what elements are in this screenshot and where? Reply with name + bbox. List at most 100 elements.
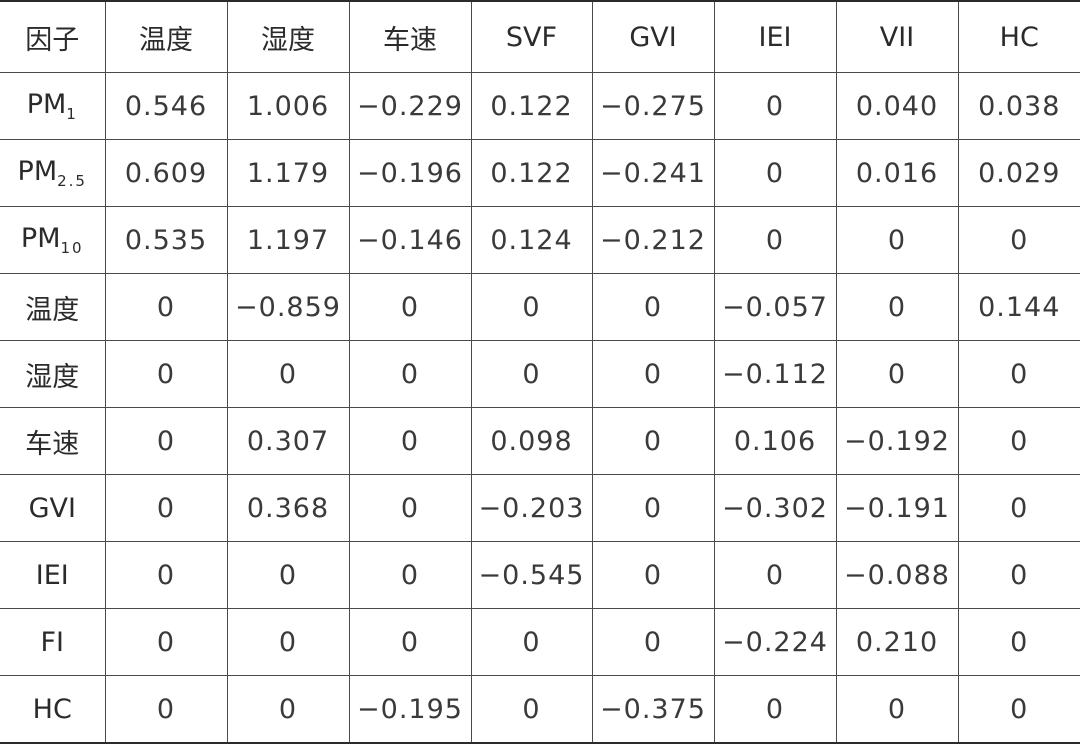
- header-temperature: 温度: [104, 0, 228, 73]
- row-label-main: FI: [40, 626, 65, 658]
- table-row: HC 0 0 −0.195 0 −0.375 0 0 0: [0, 675, 1080, 744]
- header-humidity: 湿度: [226, 0, 350, 73]
- table-cell: −0.057: [713, 273, 837, 341]
- table-cell: 0: [957, 340, 1080, 408]
- table-cell: −0.191: [835, 474, 959, 542]
- table-cell: −0.229: [348, 72, 472, 140]
- table-cell: 0: [104, 675, 228, 744]
- table-cell: −0.375: [591, 675, 715, 744]
- table-row: PM2.5 0.609 1.179 −0.196 0.122 −0.241 0 0.016 0.…: [0, 139, 1080, 207]
- table-cell: 0.122: [470, 72, 593, 140]
- table-cell: −0.275: [591, 72, 715, 140]
- row-label: 温度: [0, 273, 106, 341]
- header-iei: IEI: [713, 0, 837, 73]
- table-cell: 0: [348, 273, 472, 341]
- row-label: FI: [0, 608, 106, 676]
- table-cell: 0: [226, 541, 350, 609]
- table-cell: 0: [591, 541, 715, 609]
- row-label-main: 温度: [25, 294, 80, 326]
- table-cell: 0: [713, 139, 837, 207]
- table-cell: 0.016: [835, 139, 959, 207]
- row-label: GVI: [0, 474, 106, 542]
- header-hc: HC: [957, 0, 1080, 73]
- table-cell: 0: [957, 608, 1080, 676]
- table-cell: 1.179: [226, 139, 350, 207]
- table-cell: 0: [957, 474, 1080, 542]
- row-label-main: PM: [17, 156, 58, 187]
- table-row: 温度 0 −0.859 0 0 0 −0.057 0 0.144: [0, 273, 1080, 341]
- table-row: PM10 0.535 1.197 −0.146 0.124 −0.212 0 0 0: [0, 206, 1080, 274]
- row-label: IEI: [0, 541, 106, 609]
- table-cell: 0: [591, 407, 715, 475]
- row-label-main: PM: [20, 223, 61, 254]
- header-gvi: GVI: [591, 0, 715, 73]
- table-cell: 0: [104, 541, 228, 609]
- table-cell: 1.006: [226, 72, 350, 140]
- row-label-main: GVI: [28, 492, 76, 524]
- table-cell: 0: [104, 407, 228, 475]
- table-cell: 0: [470, 608, 593, 676]
- table-cell: 0: [957, 407, 1080, 475]
- table-cell: 0: [591, 474, 715, 542]
- header-svf: SVF: [470, 0, 593, 73]
- header-vii: VII: [835, 0, 959, 73]
- table-cell: 0.535: [104, 206, 228, 274]
- row-label: PM2.5: [0, 139, 106, 207]
- row-label: PM1: [0, 72, 106, 140]
- table-cell: 0: [348, 407, 472, 475]
- header-factor: 因子: [0, 0, 106, 73]
- table-cell: 0: [713, 72, 837, 140]
- table-cell: 0: [591, 273, 715, 341]
- table-row: PM1 0.546 1.006 −0.229 0.122 −0.275 0 0.040 0.03…: [0, 72, 1080, 140]
- table-cell: 0.307: [226, 407, 350, 475]
- table-cell: −0.088: [835, 541, 959, 609]
- row-label: HC: [0, 675, 106, 744]
- table-cell: 0.368: [226, 474, 350, 542]
- table-cell: 0.144: [957, 273, 1080, 341]
- row-label: 车速: [0, 407, 106, 475]
- table-cell: 0: [835, 675, 959, 744]
- table-cell: 0.546: [104, 72, 228, 140]
- table-cell: 0: [835, 206, 959, 274]
- row-label-main: IEI: [35, 559, 69, 591]
- table-cell: 0: [226, 340, 350, 408]
- row-label-main: 湿度: [25, 361, 80, 393]
- table-cell: −0.545: [470, 541, 593, 609]
- table-cell: 0.098: [470, 407, 593, 475]
- table-cell: 0.106: [713, 407, 837, 475]
- table-row: 车速 0 0.307 0 0.098 0 0.106 −0.192 0: [0, 407, 1080, 475]
- table-cell: 0: [835, 340, 959, 408]
- table-cell: 0.124: [470, 206, 593, 274]
- table-cell: 0: [470, 340, 593, 408]
- table-cell: 0.029: [957, 139, 1080, 207]
- row-label-subscript: 2.5: [57, 172, 87, 190]
- table-cell: 0: [104, 608, 228, 676]
- table-cell: 0: [348, 541, 472, 609]
- header-row: 因子 温度 湿度 车速 SVF GVI IEI VII HC: [0, 0, 1080, 73]
- table-cell: 0: [713, 206, 837, 274]
- table-cell: 0: [713, 541, 837, 609]
- table-cell: 0: [226, 675, 350, 744]
- row-label-main: PM: [26, 89, 67, 120]
- table-cell: −0.195: [348, 675, 472, 744]
- table-cell: 0: [713, 675, 837, 744]
- row-label-main: HC: [32, 693, 72, 725]
- row-label-main: 车速: [25, 428, 80, 460]
- table-cell: 0.040: [835, 72, 959, 140]
- table-cell: 0: [591, 340, 715, 408]
- table-cell: 0.122: [470, 139, 593, 207]
- table-cell: 0.038: [957, 72, 1080, 140]
- table-cell: −0.212: [591, 206, 715, 274]
- table-cell: 0: [470, 675, 593, 744]
- table-cell: 0.210: [835, 608, 959, 676]
- table-row: IEI 0 0 0 −0.545 0 0 −0.088 0: [0, 541, 1080, 609]
- table-cell: 0: [835, 273, 959, 341]
- table-row: 湿度 0 0 0 0 0 −0.112 0 0: [0, 340, 1080, 408]
- table-cell: −0.203: [470, 474, 593, 542]
- table-cell: 0.609: [104, 139, 228, 207]
- table-cell: 0: [348, 474, 472, 542]
- table-cell: −0.302: [713, 474, 837, 542]
- table-cell: 0: [348, 608, 472, 676]
